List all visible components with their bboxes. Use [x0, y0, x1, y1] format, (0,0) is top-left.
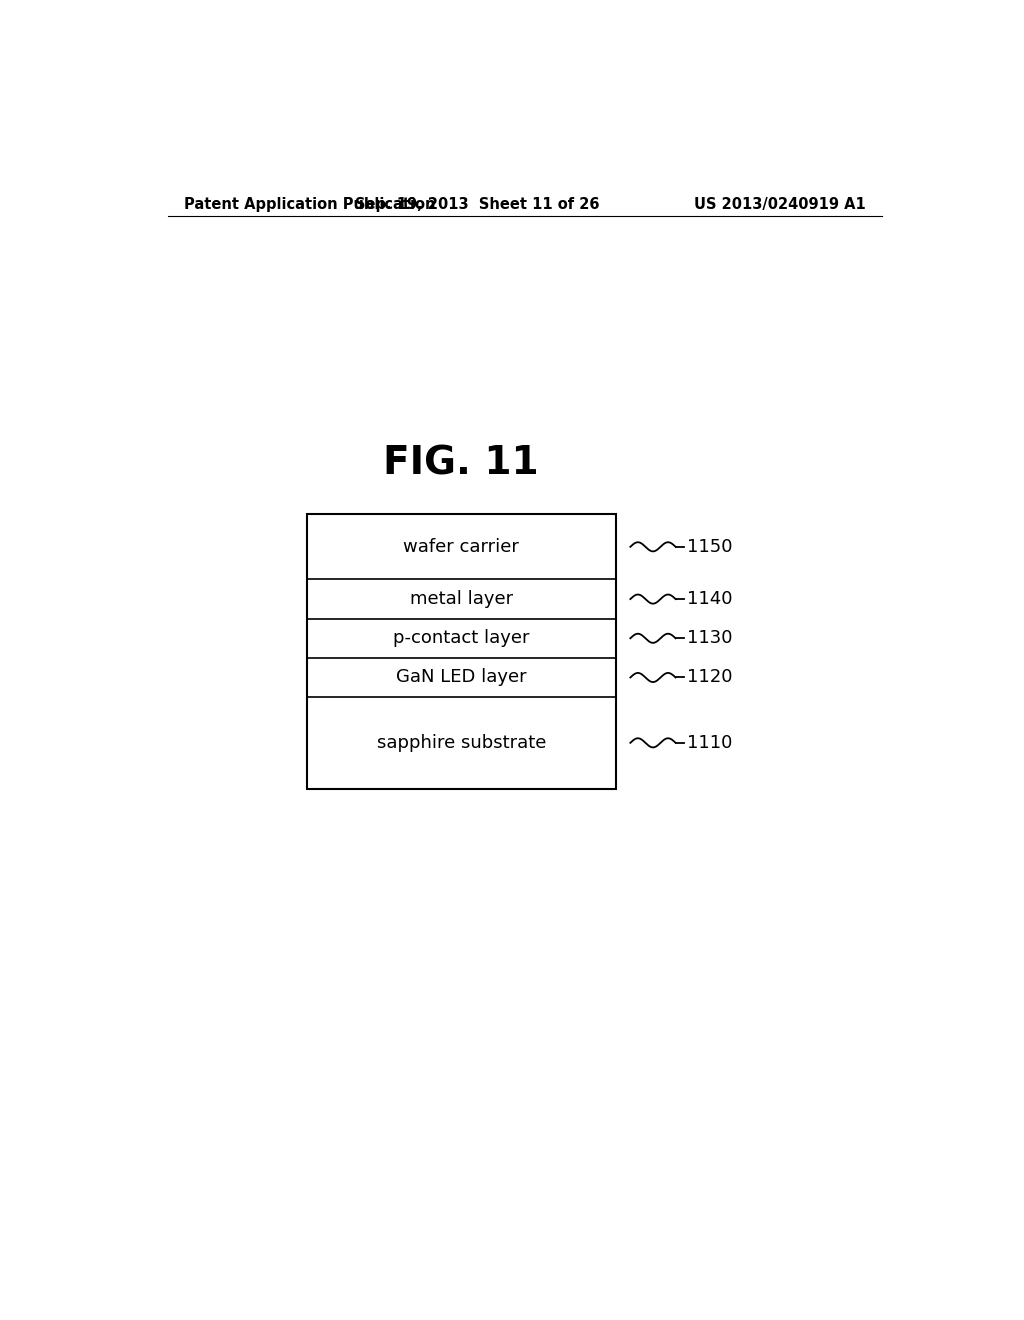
Text: Patent Application Publication: Patent Application Publication — [183, 197, 435, 211]
Text: p-contact layer: p-contact layer — [393, 630, 529, 647]
Text: metal layer: metal layer — [410, 590, 513, 609]
Text: sapphire substrate: sapphire substrate — [377, 734, 546, 752]
Text: wafer carrier: wafer carrier — [403, 537, 519, 556]
Text: FIG. 11: FIG. 11 — [384, 445, 539, 482]
Text: GaN LED layer: GaN LED layer — [396, 668, 526, 686]
Text: 1140: 1140 — [687, 590, 733, 609]
Bar — [306, 513, 616, 788]
Text: 1110: 1110 — [687, 734, 733, 752]
Text: 1120: 1120 — [687, 668, 733, 686]
Text: 1130: 1130 — [687, 630, 733, 647]
Text: 1150: 1150 — [687, 537, 733, 556]
Text: US 2013/0240919 A1: US 2013/0240919 A1 — [694, 197, 866, 211]
Text: Sep. 19, 2013  Sheet 11 of 26: Sep. 19, 2013 Sheet 11 of 26 — [355, 197, 599, 211]
